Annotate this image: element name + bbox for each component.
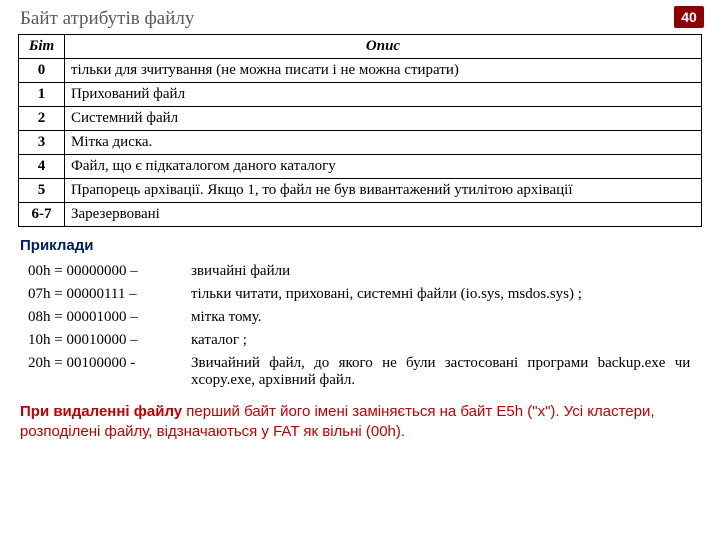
example-desc: тільки читати, приховані, системні файли…	[187, 283, 694, 306]
table-row: 1Прихований файл	[19, 83, 702, 107]
cell-bit: 1	[19, 83, 65, 107]
example-code: 10h = 00010000 –	[24, 329, 187, 352]
table-row: 5Прапорець архівації. Якщо 1, то файл не…	[19, 179, 702, 203]
example-desc: звичайні файли	[187, 260, 694, 283]
example-code: 00h = 00000000 –	[24, 260, 187, 283]
footnote-bold: При видаленні файлу	[20, 403, 182, 420]
table-row: 0тільки для зчитування (не можна писати …	[19, 59, 702, 83]
example-desc: Звичайний файл, до якого не були застосо…	[187, 352, 694, 392]
attributes-table: Біт Опис 0тільки для зчитування (не можн…	[18, 34, 702, 227]
col-header-bit: Біт	[19, 35, 65, 59]
example-code: 20h = 00100000 -	[24, 352, 187, 392]
footnote: При видаленні файлу перший байт його іме…	[20, 402, 700, 443]
example-row: 20h = 00100000 -Звичайний файл, до якого…	[24, 352, 694, 392]
cell-desc: Файл, що є підкаталогом даного каталогу	[65, 155, 702, 179]
examples-heading: Приклади	[20, 237, 702, 254]
example-row: 08h = 00001000 –мітка тому.	[24, 306, 694, 329]
example-row: 07h = 00000111 –тільки читати, приховані…	[24, 283, 694, 306]
cell-bit: 0	[19, 59, 65, 83]
example-row: 10h = 00010000 –каталог ;	[24, 329, 694, 352]
slide-number-badge: 40	[674, 6, 704, 28]
cell-bit: 3	[19, 131, 65, 155]
cell-bit: 4	[19, 155, 65, 179]
example-code: 08h = 00001000 –	[24, 306, 187, 329]
page: Байт атрибутів файлу Біт Опис 0тільки дл…	[0, 0, 720, 451]
example-code: 07h = 00000111 –	[24, 283, 187, 306]
table-row: 2Системний файл	[19, 107, 702, 131]
table-head-row: Біт Опис	[19, 35, 702, 59]
cell-bit: 2	[19, 107, 65, 131]
example-row: 00h = 00000000 –звичайні файли	[24, 260, 694, 283]
cell-desc: Зарезервовані	[65, 203, 702, 227]
page-title: Байт атрибутів файлу	[20, 8, 702, 30]
cell-bit: 6-7	[19, 203, 65, 227]
table-row: 4Файл, що є підкаталогом даного каталогу	[19, 155, 702, 179]
table-row: 3Мітка диска.	[19, 131, 702, 155]
example-desc: каталог ;	[187, 329, 694, 352]
examples-table: 00h = 00000000 –звичайні файли07h = 0000…	[24, 260, 694, 392]
cell-bit: 5	[19, 179, 65, 203]
cell-desc: Системний файл	[65, 107, 702, 131]
cell-desc: Прихований файл	[65, 83, 702, 107]
cell-desc: Прапорець архівації. Якщо 1, то файл не …	[65, 179, 702, 203]
col-header-desc: Опис	[65, 35, 702, 59]
cell-desc: тільки для зчитування (не можна писати і…	[65, 59, 702, 83]
cell-desc: Мітка диска.	[65, 131, 702, 155]
table-row: 6-7Зарезервовані	[19, 203, 702, 227]
example-desc: мітка тому.	[187, 306, 694, 329]
